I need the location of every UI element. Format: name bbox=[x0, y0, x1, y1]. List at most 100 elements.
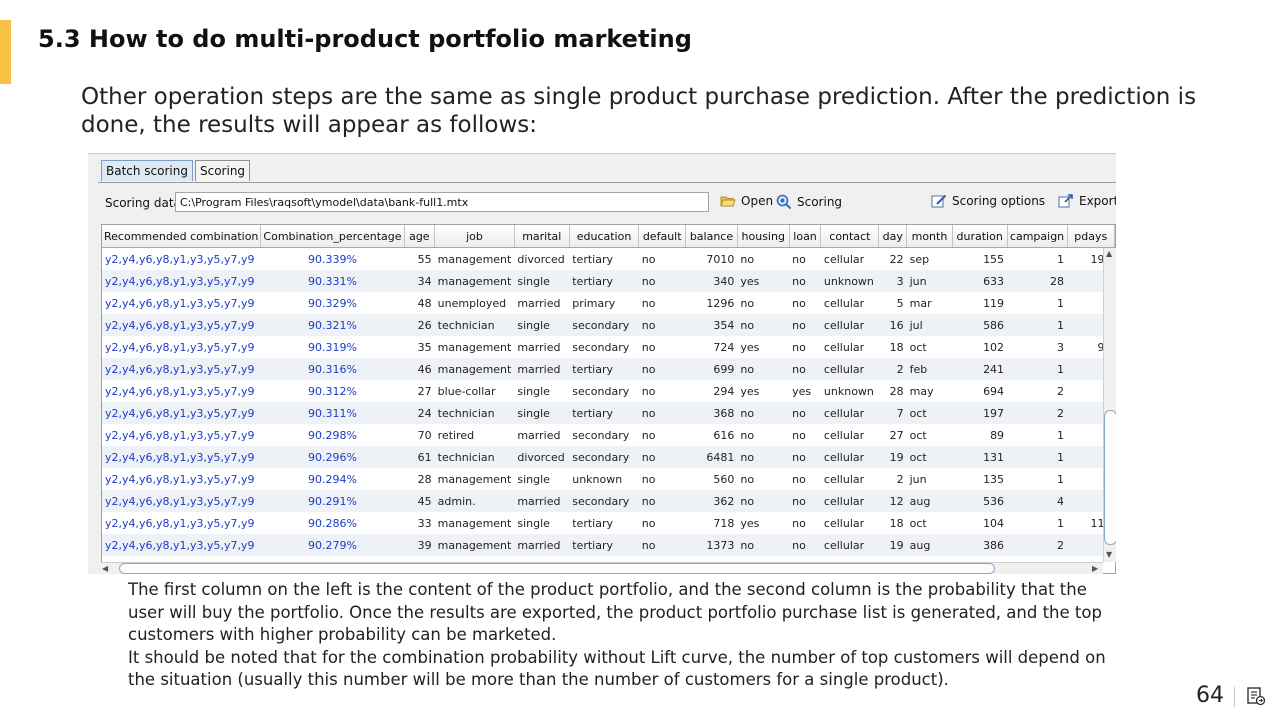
table-cell-marital: married bbox=[514, 358, 570, 380]
column-header-age[interactable]: age bbox=[404, 225, 436, 248]
table-cell-duration: 386 bbox=[952, 534, 1008, 556]
table-cell-balance: 560 bbox=[713, 472, 735, 486]
export-button[interactable]: Export bbox=[1058, 194, 1116, 208]
table-cell-day: 22 bbox=[889, 252, 904, 266]
table-row[interactable]: y2,y4,y6,y8,y1,y3,y5,y7,y9 90.316% 46 manag… bbox=[102, 358, 1115, 380]
table-cell-age: 46 bbox=[404, 358, 435, 380]
scoring-button[interactable]: Scoring bbox=[776, 194, 842, 210]
table-row[interactable]: y2,y4,y6,y8,y1,y3,y5,y7,y9 90.321% 26 techn… bbox=[102, 314, 1115, 336]
table-cell-month: aug bbox=[906, 534, 953, 556]
table-cell-age: 34 bbox=[404, 270, 435, 292]
table-cell-job: technician bbox=[434, 446, 515, 468]
description-paragraph-2: It should be noted that for the combinat… bbox=[128, 647, 1106, 690]
table-cell-duration: 586 bbox=[952, 314, 1008, 336]
column-header-job[interactable]: job bbox=[434, 225, 515, 248]
table-cell-marital: divorced bbox=[517, 252, 565, 266]
table-row[interactable]: y2,y4,y6,y8,y1,y3,y5,y7,y9 90.311% 24 techn… bbox=[102, 402, 1115, 424]
scoring-options-button[interactable]: Scoring options bbox=[931, 194, 1045, 208]
column-header-marital[interactable]: marital bbox=[514, 225, 570, 248]
horizontal-scroll-thumb[interactable] bbox=[119, 563, 995, 574]
table-cell-contact: cellular bbox=[820, 534, 879, 556]
table-cell-contact: cellular bbox=[823, 252, 865, 266]
table-row[interactable]: y2,y4,y6,y8,y1,y3,y5,y7,y9 90.298% 70 retir… bbox=[102, 424, 1115, 446]
column-header-loan[interactable]: loan bbox=[789, 225, 822, 248]
table-cell-marital: married bbox=[517, 296, 561, 310]
table-cell-loan: no bbox=[789, 270, 821, 292]
table-cell-day: 5 bbox=[896, 296, 904, 310]
table-cell-default: no bbox=[641, 340, 656, 354]
tab-bar: Batch scoring Scoring bbox=[101, 160, 252, 182]
scoring-data-path-input[interactable] bbox=[175, 192, 709, 212]
column-header-campaign[interactable]: campaign bbox=[1007, 225, 1068, 248]
table-row[interactable]: y2,y4,y6,y8,y1,y3,y5,y7,y9 90.296% 61 techn… bbox=[102, 446, 1115, 468]
table-cell-combination-percentage: 90.286% bbox=[307, 516, 357, 530]
table-row[interactable]: y2,y4,y6,y8,y1,y3,y5,y7,y9 90.319% 35 manag… bbox=[102, 336, 1115, 358]
column-header-housing[interactable]: housing bbox=[737, 225, 790, 248]
column-header-duration[interactable]: duration bbox=[952, 225, 1008, 248]
results-table: Recommended combination Combination_perce… bbox=[102, 225, 1115, 556]
table-cell-campaign: 1 bbox=[1007, 358, 1068, 380]
column-header-combination-percentage[interactable]: Combination_percentage bbox=[260, 225, 405, 248]
table-cell-loan: no bbox=[789, 446, 821, 468]
table-cell-default: no bbox=[638, 490, 686, 512]
column-header-balance[interactable]: balance bbox=[685, 225, 738, 248]
column-header-contact[interactable]: contact bbox=[820, 225, 880, 248]
table-cell-marital: single bbox=[517, 472, 550, 486]
results-grid[interactable]: Recommended combination Combination_perce… bbox=[101, 224, 1116, 574]
table-cell-campaign: 1 bbox=[1057, 516, 1065, 530]
vertical-scroll-thumb[interactable] bbox=[1104, 410, 1116, 545]
table-cell-day: 19 bbox=[878, 534, 907, 556]
table-cell-day: 2 bbox=[896, 472, 904, 486]
table-cell-age: 45 bbox=[404, 490, 435, 512]
scroll-right-icon[interactable]: ▶ bbox=[1092, 564, 1099, 573]
table-cell-default: no bbox=[641, 252, 656, 266]
column-header-education[interactable]: education bbox=[569, 225, 640, 248]
column-header-day[interactable]: day bbox=[878, 225, 908, 248]
scroll-left-icon[interactable]: ◀ bbox=[102, 564, 109, 573]
column-header-pdays[interactable]: pdays bbox=[1067, 225, 1115, 248]
open-button[interactable]: Open bbox=[720, 194, 773, 208]
notes-icon[interactable] bbox=[1246, 686, 1266, 706]
tab-batch-scoring[interactable]: Batch scoring bbox=[101, 160, 193, 181]
table-cell-duration: 102 bbox=[983, 340, 1005, 354]
tab-scoring[interactable]: Scoring bbox=[195, 160, 251, 181]
table-cell-loan: no bbox=[792, 428, 806, 442]
scroll-down-icon[interactable]: ▼ bbox=[1106, 550, 1113, 559]
export-icon bbox=[1058, 194, 1073, 208]
table-cell-housing: yes bbox=[740, 340, 760, 354]
table-cell-contact: cellular bbox=[820, 402, 879, 424]
table-cell-default: no bbox=[641, 472, 656, 486]
table-row[interactable]: y2,y4,y6,y8,y1,y3,y5,y7,y9 90.312% 27 blue-… bbox=[102, 380, 1115, 402]
column-header-month[interactable]: month bbox=[906, 225, 953, 248]
table-cell-age: 27 bbox=[417, 384, 432, 398]
table-cell-campaign: 28 bbox=[1007, 270, 1068, 292]
table-cell-education: secondary bbox=[572, 384, 630, 398]
table-row[interactable]: y2,y4,y6,y8,y1,y3,y5,y7,y9 90.286% 33 manag… bbox=[102, 512, 1115, 534]
table-cell-balance: 699 bbox=[685, 358, 738, 380]
table-cell-campaign: 1 bbox=[1007, 314, 1068, 336]
table-row[interactable]: y2,y4,y6,y8,y1,y3,y5,y7,y9 90.291% 45 admin… bbox=[102, 490, 1115, 512]
column-header-default[interactable]: default bbox=[638, 225, 687, 248]
table-row[interactable]: y2,y4,y6,y8,y1,y3,y5,y7,y9 90.294% 28 manag… bbox=[102, 468, 1115, 490]
scroll-up-icon[interactable]: ▲ bbox=[1106, 249, 1113, 258]
table-row[interactable]: y2,y4,y6,y8,y1,y3,y5,y7,y9 90.279% 39 manag… bbox=[102, 534, 1115, 556]
table-cell-campaign: 2 bbox=[1057, 384, 1065, 398]
table-cell-recommended-combination: y2,y4,y6,y8,y1,y3,y5,y7,y9 bbox=[105, 384, 255, 398]
table-cell-education: primary bbox=[572, 296, 616, 310]
magnifier-icon bbox=[776, 194, 792, 210]
vertical-scrollbar[interactable]: ▲ ▼ bbox=[1103, 248, 1116, 562]
table-cell-month: jun bbox=[909, 472, 927, 486]
table-cell-education: unknown bbox=[572, 472, 623, 486]
table-cell-loan: no bbox=[792, 472, 806, 486]
horizontal-scrollbar[interactable]: ◀ ▶ bbox=[101, 562, 1103, 574]
table-cell-campaign: 2 bbox=[1007, 534, 1068, 556]
table-cell-age: 28 bbox=[417, 472, 432, 486]
table-cell-recommended-combination: y2,y4,y6,y8,y1,y3,y5,y7,y9 bbox=[102, 358, 261, 380]
table-cell-month: oct bbox=[906, 402, 953, 424]
table-cell-job: management bbox=[437, 472, 512, 486]
table-row[interactable]: y2,y4,y6,y8,y1,y3,y5,y7,y9 90.329% 48 unemp… bbox=[102, 292, 1115, 314]
table-row[interactable]: y2,y4,y6,y8,y1,y3,y5,y7,y9 90.331% 34 manag… bbox=[102, 270, 1115, 292]
column-header-recommended-combination[interactable]: Recommended combination bbox=[102, 225, 262, 248]
table-cell-month: jun bbox=[906, 270, 953, 292]
table-row[interactable]: y2,y4,y6,y8,y1,y3,y5,y7,y9 90.339% 55 manag… bbox=[102, 248, 1115, 271]
